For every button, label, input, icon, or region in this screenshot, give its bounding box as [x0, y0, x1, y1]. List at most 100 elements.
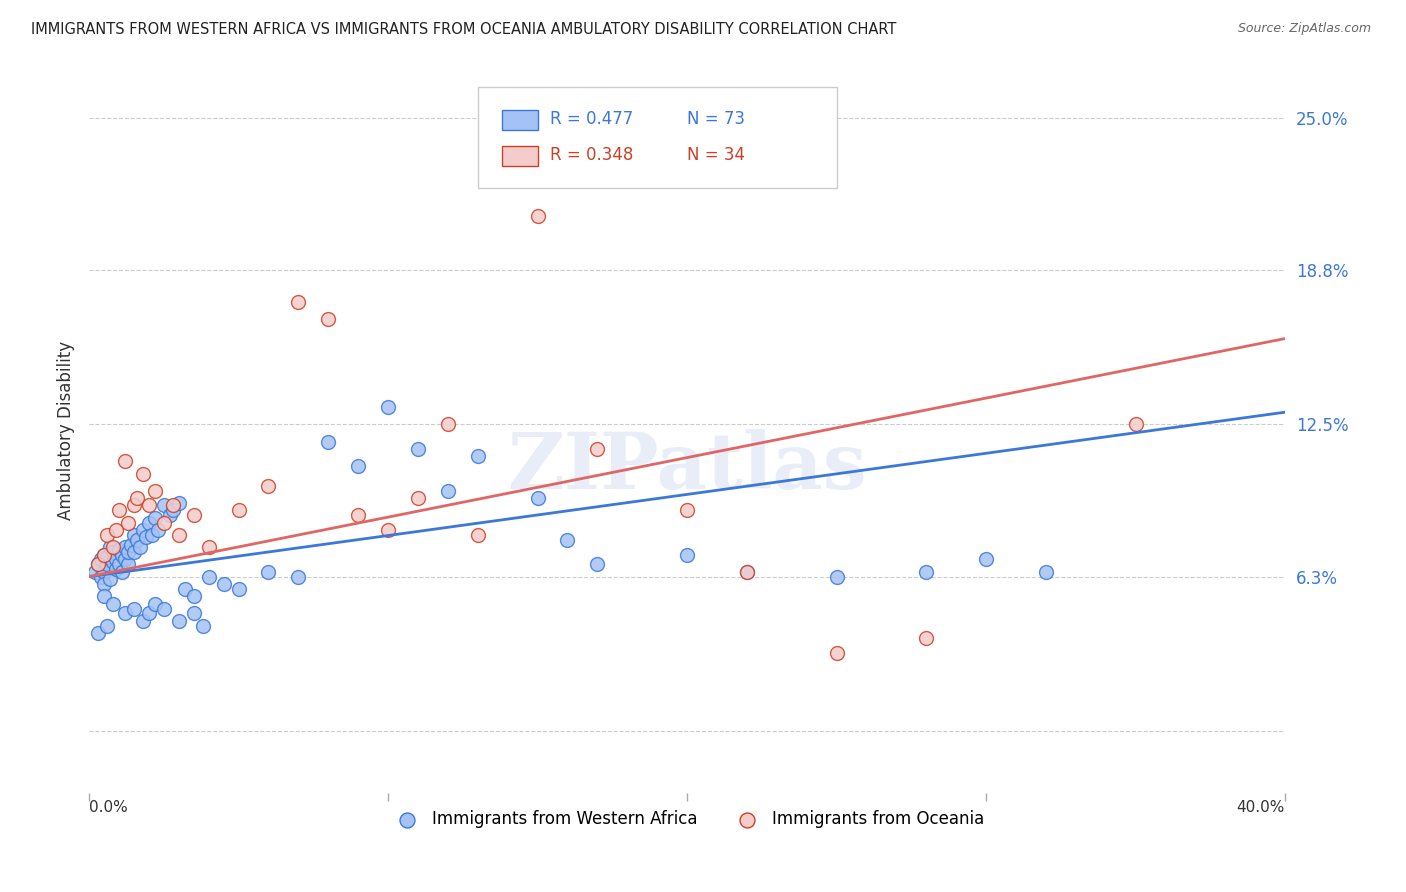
Point — [138, 499, 160, 513]
Point — [915, 565, 938, 579]
Point — [122, 528, 145, 542]
Point — [98, 572, 121, 586]
Text: R = 0.477: R = 0.477 — [550, 111, 633, 128]
Point — [212, 577, 235, 591]
Point — [162, 499, 184, 513]
Text: IMMIGRANTS FROM WESTERN AFRICA VS IMMIGRANTS FROM OCEANIA AMBULATORY DISABILITY : IMMIGRANTS FROM WESTERN AFRICA VS IMMIGR… — [31, 22, 896, 37]
Point — [129, 540, 152, 554]
Point — [120, 538, 142, 552]
Point — [228, 582, 250, 596]
Point — [125, 533, 148, 547]
Point — [974, 552, 997, 566]
Text: N = 34: N = 34 — [688, 146, 745, 164]
FancyBboxPatch shape — [478, 87, 837, 188]
Point — [197, 569, 219, 583]
Point — [526, 491, 548, 505]
Point — [183, 607, 205, 621]
Text: Source: ZipAtlas.com: Source: ZipAtlas.com — [1237, 22, 1371, 36]
Point — [132, 614, 155, 628]
Point — [467, 450, 489, 464]
Text: 40.0%: 40.0% — [1237, 800, 1285, 815]
Text: 0.0%: 0.0% — [89, 800, 128, 815]
Point — [676, 503, 699, 517]
Point — [316, 434, 339, 449]
Point — [111, 548, 134, 562]
Point — [90, 552, 112, 566]
Point — [122, 545, 145, 559]
Point — [735, 565, 758, 579]
Point — [96, 618, 118, 632]
Point — [143, 510, 166, 524]
Point — [101, 540, 124, 554]
Point — [111, 565, 134, 579]
Point — [143, 483, 166, 498]
Point — [159, 508, 181, 523]
Point — [1035, 565, 1057, 579]
Point — [228, 503, 250, 517]
Point — [437, 417, 460, 432]
Point — [377, 401, 399, 415]
Point — [287, 294, 309, 309]
Point — [173, 582, 195, 596]
Point — [676, 548, 699, 562]
Point — [108, 558, 131, 572]
Point — [104, 562, 127, 576]
Point — [915, 631, 938, 645]
Point — [191, 618, 214, 632]
Point — [87, 558, 110, 572]
Point — [98, 540, 121, 554]
Point — [146, 523, 169, 537]
Point — [101, 597, 124, 611]
Point — [153, 516, 176, 530]
Point — [162, 503, 184, 517]
Y-axis label: Ambulatory Disability: Ambulatory Disability — [58, 341, 75, 520]
Point — [87, 558, 110, 572]
Point — [117, 516, 139, 530]
Legend: Immigrants from Western Africa, Immigrants from Oceania: Immigrants from Western Africa, Immigran… — [384, 804, 991, 835]
Point — [257, 479, 280, 493]
Point — [1125, 417, 1147, 432]
Point — [377, 523, 399, 537]
Point — [117, 545, 139, 559]
Point — [526, 209, 548, 223]
Point — [153, 499, 176, 513]
Point — [117, 558, 139, 572]
Point — [183, 589, 205, 603]
Point — [108, 503, 131, 517]
Point — [825, 569, 848, 583]
Text: R = 0.348: R = 0.348 — [550, 146, 633, 164]
Point — [183, 508, 205, 523]
Point — [114, 607, 136, 621]
Point — [93, 577, 115, 591]
Point — [406, 442, 429, 456]
Point — [586, 558, 609, 572]
Point — [84, 565, 107, 579]
Text: ZIPatlas: ZIPatlas — [508, 429, 868, 505]
Point — [132, 523, 155, 537]
Point — [138, 607, 160, 621]
FancyBboxPatch shape — [502, 110, 537, 130]
Point — [104, 552, 127, 566]
Point — [122, 499, 145, 513]
Point — [197, 540, 219, 554]
Point — [406, 491, 429, 505]
Point — [557, 533, 579, 547]
FancyBboxPatch shape — [502, 146, 537, 166]
Point — [93, 565, 115, 579]
Point — [114, 454, 136, 468]
Point — [93, 589, 115, 603]
Point — [825, 646, 848, 660]
Point — [93, 548, 115, 562]
Point — [122, 601, 145, 615]
Point — [347, 508, 370, 523]
Point — [93, 548, 115, 562]
Point — [96, 549, 118, 564]
Point — [114, 540, 136, 554]
Point — [114, 552, 136, 566]
Point — [167, 614, 190, 628]
Point — [167, 528, 190, 542]
Point — [96, 528, 118, 542]
Point — [141, 528, 163, 542]
Point — [143, 597, 166, 611]
Point — [735, 565, 758, 579]
